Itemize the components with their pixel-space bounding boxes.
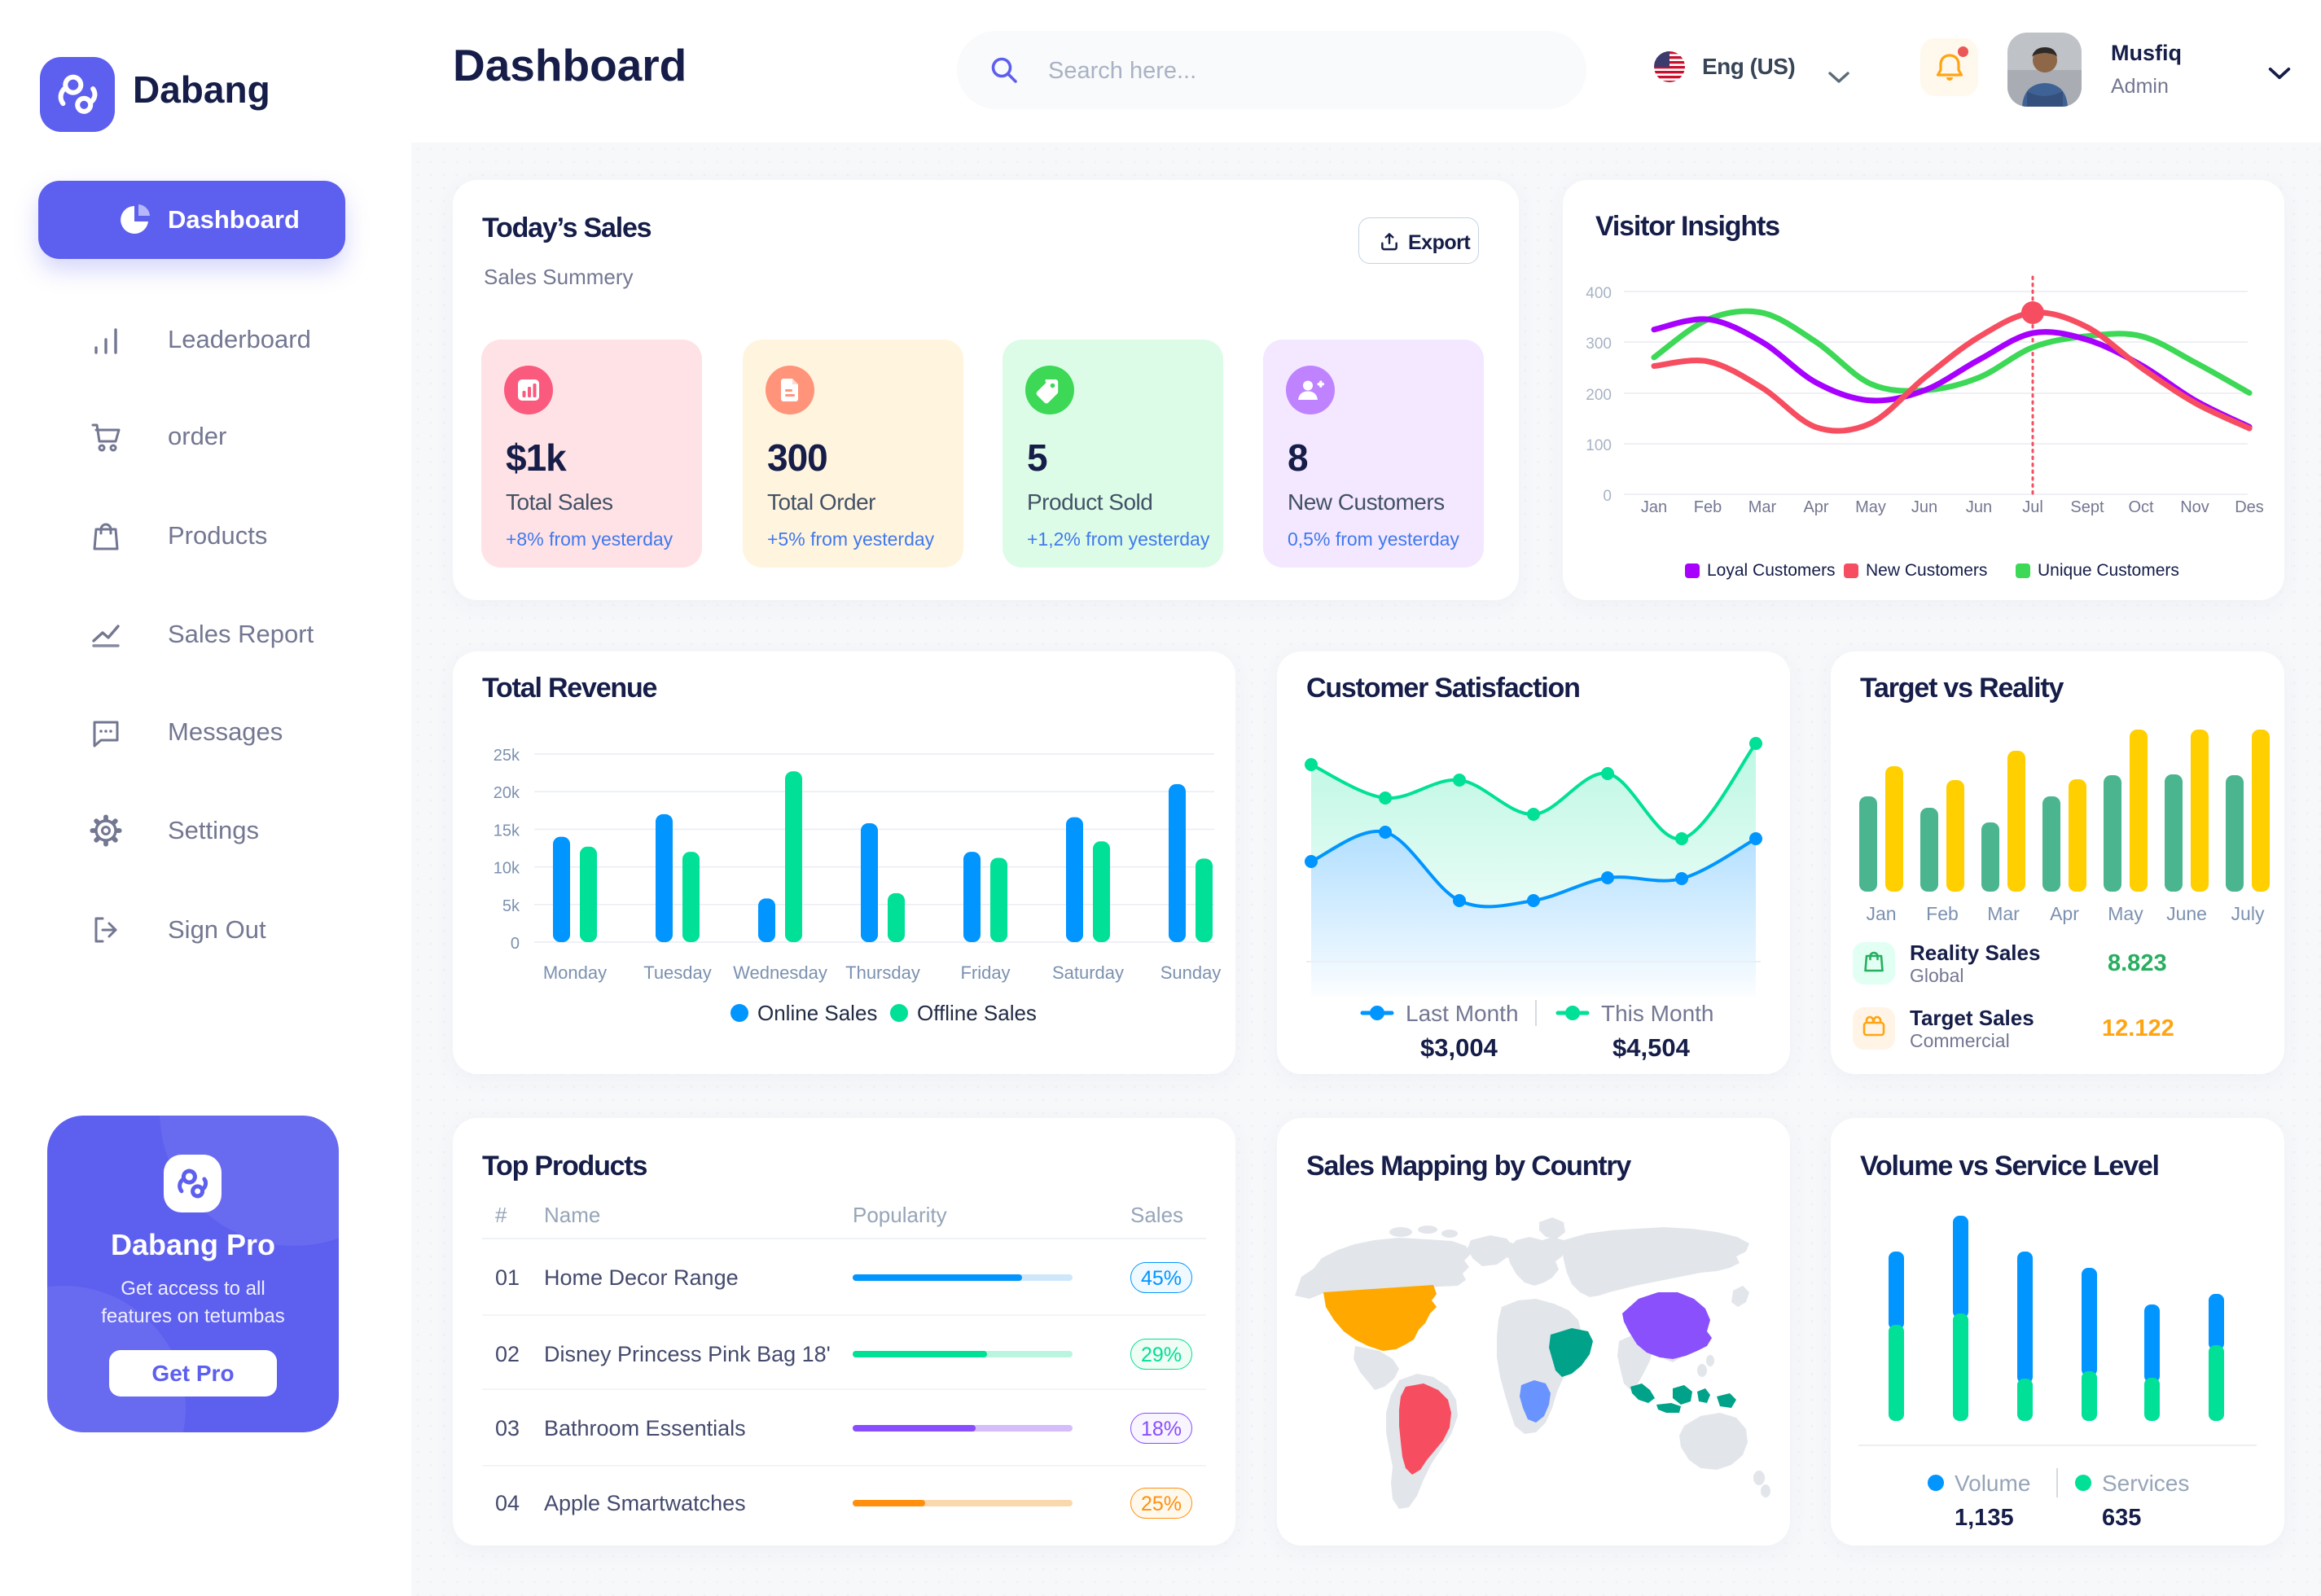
svg-text:Target Sales: Target Sales: [1910, 1006, 2034, 1030]
svg-text:Reality Sales: Reality Sales: [1910, 940, 2040, 965]
svg-text:Loyal Customers: Loyal Customers: [1707, 561, 1836, 580]
svg-text:Commercial: Commercial: [1910, 1030, 2010, 1051]
svg-text:Last Month: Last Month: [1406, 1001, 1519, 1026]
svg-text:20k: 20k: [494, 784, 520, 802]
svg-text:Unique Customers: Unique Customers: [2038, 561, 2179, 580]
svg-text:Feb: Feb: [1926, 903, 1959, 924]
svg-text:Mar: Mar: [1748, 498, 1777, 516]
svg-text:15k: 15k: [494, 822, 520, 840]
svg-text:May: May: [2108, 903, 2143, 924]
svg-text:Volume: Volume: [1955, 1471, 2030, 1496]
svg-text:25k: 25k: [494, 747, 520, 765]
svg-text:Global: Global: [1910, 965, 1963, 986]
svg-text:June: June: [2166, 903, 2207, 924]
svg-text:Monday: Monday: [543, 962, 607, 983]
svg-text:5k: 5k: [502, 897, 520, 915]
svg-text:Des: Des: [2235, 498, 2264, 516]
svg-text:Online Sales: Online Sales: [757, 1001, 877, 1025]
svg-text:Services: Services: [2102, 1471, 2189, 1496]
svg-text:Sunday: Sunday: [1160, 962, 1222, 983]
svg-text:July: July: [2231, 903, 2265, 924]
svg-text:12.122: 12.122: [2102, 1015, 2174, 1041]
svg-text:0: 0: [1603, 488, 1612, 505]
svg-text:8.823: 8.823: [2108, 950, 2167, 976]
svg-text:$4,504: $4,504: [1612, 1033, 1691, 1062]
svg-text:Jan: Jan: [1641, 498, 1667, 516]
svg-text:Oct: Oct: [2128, 498, 2154, 516]
svg-text:Jun: Jun: [1911, 498, 1937, 516]
svg-text:Sept: Sept: [2070, 498, 2104, 516]
svg-text:1,135: 1,135: [1955, 1505, 2014, 1531]
svg-text:100: 100: [1586, 437, 1612, 454]
svg-text:Saturday: Saturday: [1052, 962, 1124, 983]
svg-text:Tuesday: Tuesday: [643, 962, 712, 983]
svg-text:200: 200: [1586, 387, 1612, 404]
svg-text:Nov: Nov: [2180, 498, 2209, 516]
svg-text:May: May: [1855, 498, 1886, 516]
svg-text:Feb: Feb: [1694, 498, 1722, 516]
svg-text:Apr: Apr: [2050, 903, 2079, 924]
svg-text:$3,004: $3,004: [1420, 1033, 1498, 1062]
svg-text:400: 400: [1586, 285, 1612, 302]
svg-text:New Customers: New Customers: [1866, 561, 1987, 580]
svg-text:10k: 10k: [494, 860, 520, 878]
svg-text:Jun: Jun: [1966, 498, 1992, 516]
svg-text:Wednesday: Wednesday: [733, 962, 827, 983]
svg-text:0: 0: [511, 935, 520, 953]
svg-text:300: 300: [1586, 335, 1612, 353]
svg-text:Offline Sales: Offline Sales: [917, 1001, 1037, 1025]
svg-text:Thursday: Thursday: [845, 962, 920, 983]
svg-text:Jul: Jul: [2022, 498, 2043, 516]
svg-text:This Month: This Month: [1601, 1001, 1714, 1026]
svg-text:Apr: Apr: [1803, 498, 1828, 516]
svg-text:635: 635: [2102, 1505, 2141, 1531]
svg-text:Jan: Jan: [1866, 903, 1896, 924]
svg-text:Mar: Mar: [1987, 903, 2020, 924]
svg-text:Friday: Friday: [960, 962, 1010, 983]
